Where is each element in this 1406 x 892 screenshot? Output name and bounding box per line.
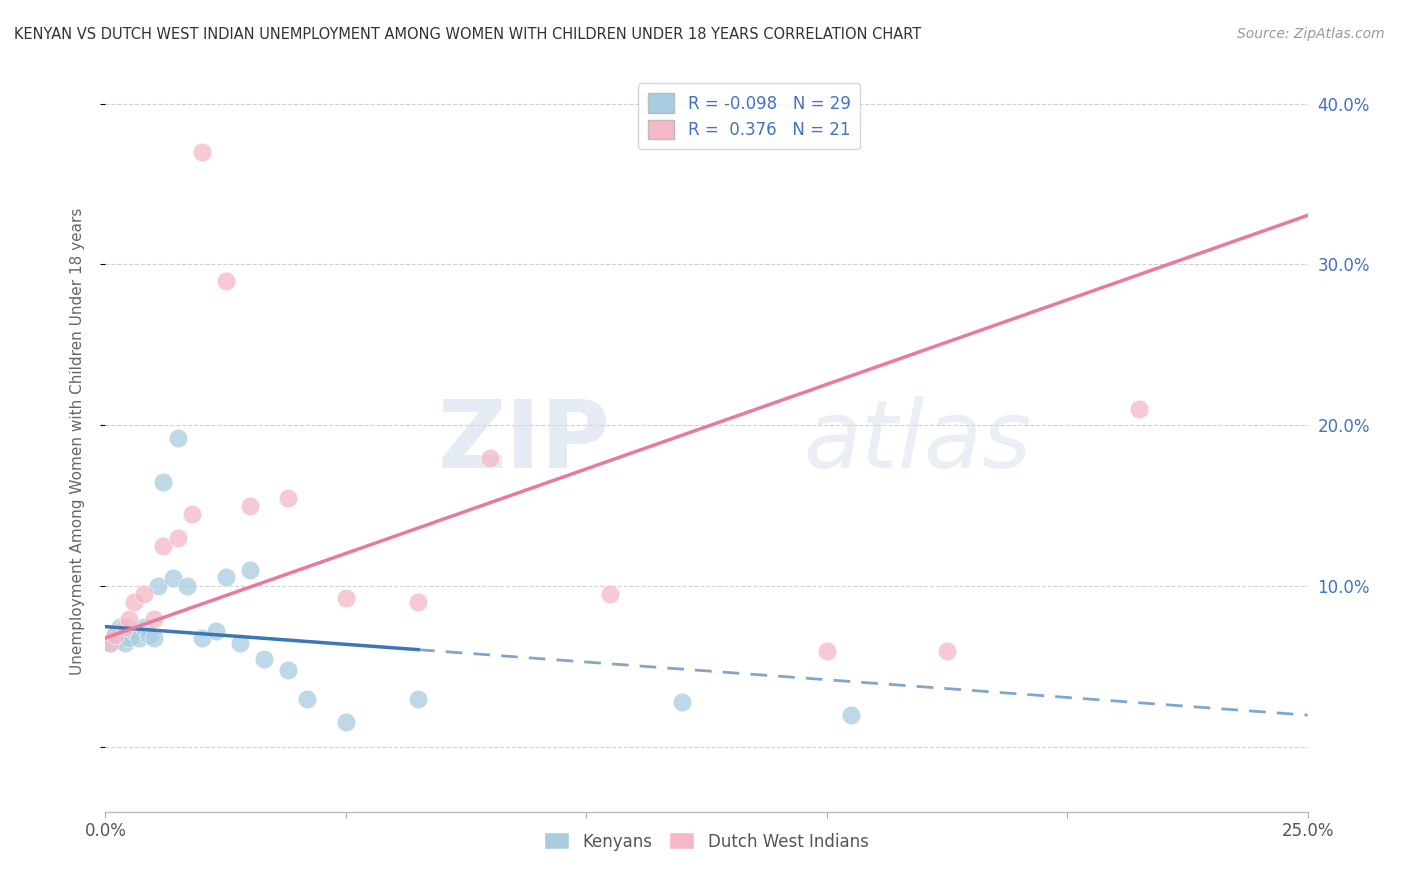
Legend: Kenyans, Dutch West Indians: Kenyans, Dutch West Indians [536, 824, 877, 859]
Point [214, 570, 236, 584]
Point [108, 631, 131, 645]
Point [142, 611, 165, 625]
Text: KENYAN VS DUTCH WEST INDIAN UNEMPLOYMENT AMONG WOMEN WITH CHILDREN UNDER 18 YEAR: KENYAN VS DUTCH WEST INDIAN UNEMPLOYMENT… [14, 27, 921, 42]
Point [205, 624, 228, 639]
Point [118, 628, 141, 642]
Point [166, 431, 188, 445]
Text: atlas: atlas [803, 396, 1031, 487]
Point [335, 714, 357, 729]
Point [142, 631, 165, 645]
Point [190, 145, 212, 159]
Point [104, 628, 127, 642]
Point [479, 450, 502, 465]
Point [297, 692, 319, 706]
Point [108, 619, 131, 633]
Point [124, 595, 146, 609]
Point [162, 571, 184, 585]
Point [98, 636, 121, 650]
Point [599, 587, 621, 601]
Point [98, 636, 121, 650]
Point [214, 274, 236, 288]
Point [190, 631, 212, 645]
Point [406, 692, 429, 706]
Point [118, 611, 141, 625]
Point [239, 499, 262, 513]
Point [114, 636, 136, 650]
Point [181, 507, 204, 521]
Point [148, 579, 170, 593]
Point [138, 628, 160, 642]
Text: ZIP: ZIP [437, 395, 610, 488]
Point [277, 663, 299, 677]
Point [335, 591, 357, 605]
Point [406, 595, 429, 609]
Point [229, 636, 252, 650]
Point [839, 708, 862, 723]
Point [118, 631, 141, 645]
Point [239, 563, 262, 577]
Point [936, 644, 959, 658]
Point [104, 628, 127, 642]
Point [132, 619, 155, 633]
Y-axis label: Unemployment Among Women with Children Under 18 years: Unemployment Among Women with Children U… [70, 208, 84, 675]
Point [176, 579, 198, 593]
Point [132, 587, 155, 601]
Point [1128, 402, 1150, 417]
Point [671, 695, 693, 709]
Point [124, 624, 146, 639]
Point [128, 631, 150, 645]
Point [152, 539, 174, 553]
Point [152, 475, 174, 489]
Text: Source: ZipAtlas.com: Source: ZipAtlas.com [1237, 27, 1385, 41]
Point [277, 491, 299, 505]
Point [114, 619, 136, 633]
Point [815, 644, 838, 658]
Point [166, 531, 188, 545]
Point [253, 652, 276, 666]
